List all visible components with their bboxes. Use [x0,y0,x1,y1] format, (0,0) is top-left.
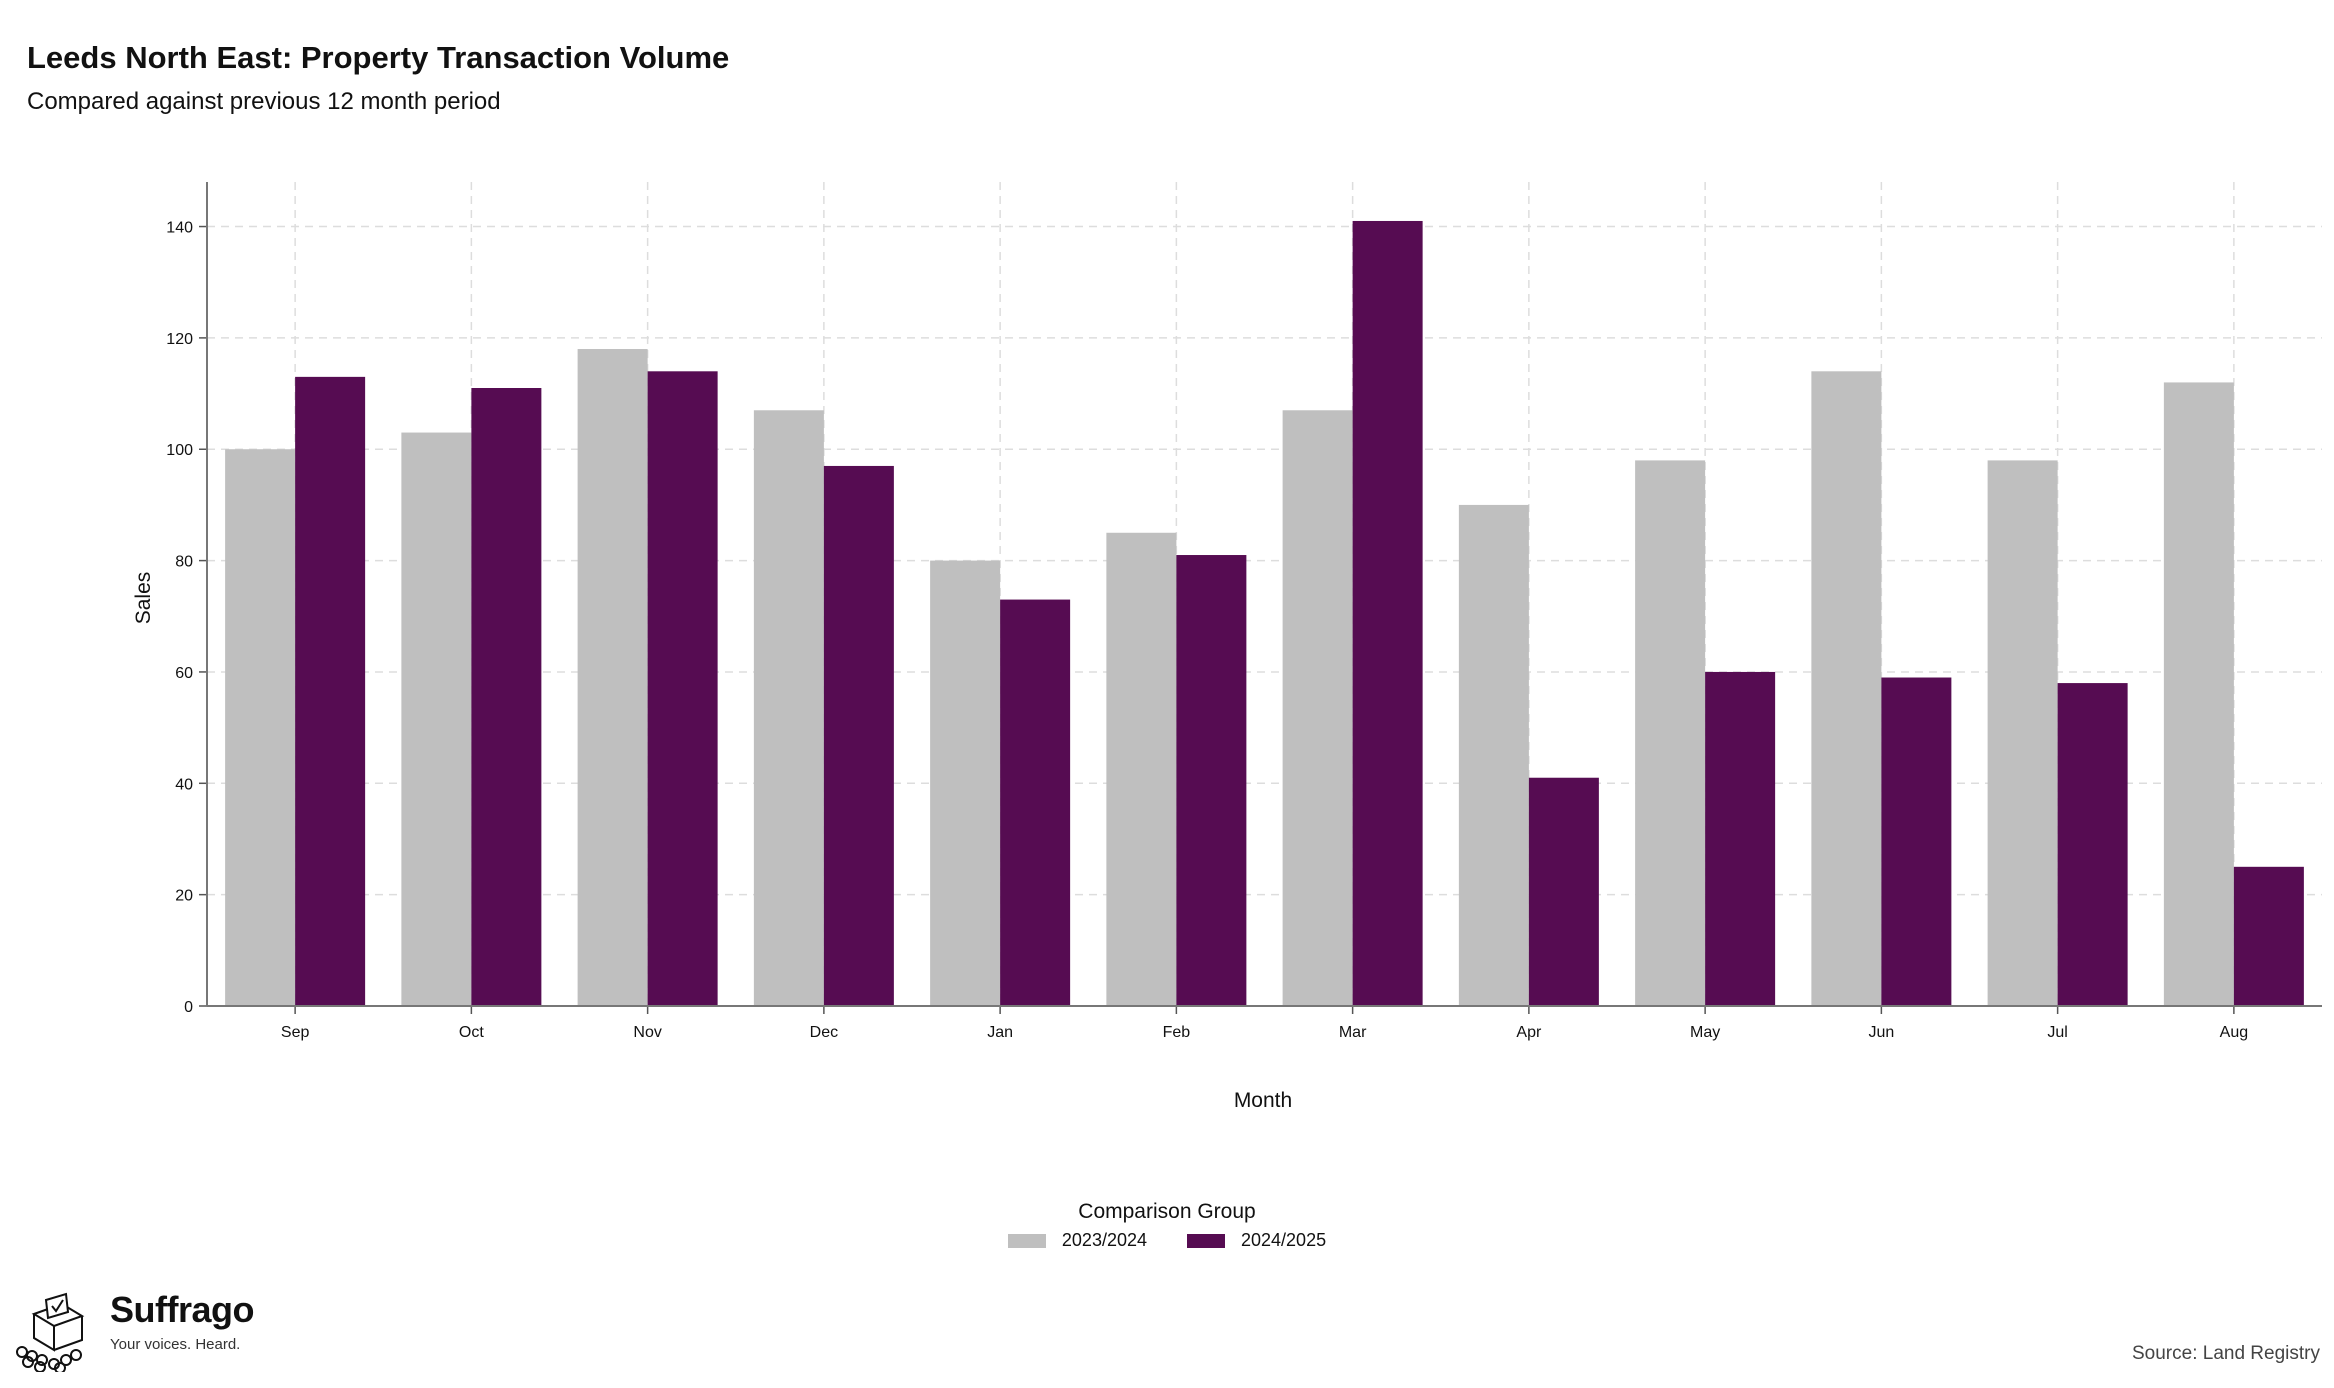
bars [225,220,2304,1007]
x-tick-label: Nov [633,1024,661,1041]
bar-2023-2024-aug [2163,382,2234,1006]
y-tick-label: 120 [166,331,193,348]
bar-2023-2024-mar [1282,410,1353,1006]
legend: Comparison Group 2023/2024 2024/2025 [0,1200,2334,1251]
source-note: Source: Land Registry [2132,1343,2320,1364]
x-tick-label: Apr [1516,1024,1542,1041]
bar-2024-2025-may [1705,671,1776,1006]
legend-swatch-2023-2024 [1007,1233,1046,1248]
y-tick-label: 20 [175,888,193,905]
y-tick-label: 60 [175,665,193,682]
bar-2024-2025-oct [471,388,542,1006]
x-tick-label: Oct [459,1024,484,1041]
y-tick-label: 40 [175,776,193,793]
x-tick-label: Mar [1339,1024,1367,1041]
legend-label-2024-2025: 2024/2025 [1241,1230,1327,1250]
bar-2023-2024-feb [1106,532,1177,1006]
bar-2023-2024-jan [930,560,1001,1006]
x-tick-label: Dec [810,1024,838,1041]
chart-subtitle: Compared against previous 12 month perio… [27,88,501,115]
x-tick-label: Aug [2220,1024,2248,1041]
bar-2023-2024-oct [401,432,472,1006]
legend-swatch-2024-2025 [1187,1233,1225,1248]
bar-2023-2024-nov [577,349,648,1006]
bar-2023-2024-sep [225,449,296,1006]
x-tick-label: Sep [281,1024,310,1041]
bar-2023-2024-apr [1458,504,1529,1006]
x-tick-label: Jul [2047,1024,2067,1041]
x-tick-label: Jan [987,1024,1013,1041]
suffrago-logo: Suffrago Your voices. Heard. [14,1289,255,1372]
y-tick-label: 100 [166,442,193,459]
legend-item-2024-2025: 2024/2025 [1187,1230,1326,1251]
x-tick-label: Jun [1868,1024,1894,1041]
chart-title: Leeds North East: Property Transaction V… [27,40,730,75]
legend-item-2023-2024: 2023/2024 [1007,1230,1147,1251]
y-tick-label: 0 [184,999,193,1016]
axes: 0 20 40 60 80 100 120 140 Sep Oct Nov Dec Jan Feb Mar A… [166,182,2322,1041]
x-axis-title: Month [1234,1089,1292,1112]
legend-label-2023-2024: 2023/2024 [1061,1230,1147,1250]
ballot-box-icon [16,1292,85,1372]
bar-2023-2024-jun [1811,371,1882,1006]
bar-2024-2025-apr [1528,777,1599,1006]
y-tick-label: 80 [175,554,193,571]
legend-title: Comparison Group [1078,1200,1256,1223]
bar-2023-2024-jul [1987,460,2058,1006]
y-tick-label: 140 [166,220,193,237]
bar-2024-2025-sep [295,376,366,1006]
bar-2024-2025-jan [1000,599,1071,1006]
bar-2024-2025-aug [2233,866,2304,1006]
bar-2024-2025-jun [1881,677,1952,1006]
brand-name: Suffrago [110,1289,255,1330]
brand-tagline: Your voices. Heard. [110,1336,241,1353]
x-tick-label: Feb [1163,1024,1191,1041]
bar-2023-2024-may [1635,460,1706,1006]
bar-2024-2025-feb [1176,555,1247,1006]
bar-chart: 0 20 40 60 80 100 120 140 Sep Oct Nov Dec Jan Feb Mar A… [132,182,2322,1112]
bar-2024-2025-nov [647,371,718,1006]
bar-2024-2025-jul [2057,683,2128,1006]
x-tick-label: May [1690,1024,1720,1041]
bar-2024-2025-mar [1352,220,1423,1007]
bar-2023-2024-dec [753,410,824,1006]
y-axis-title: Sales [132,572,155,625]
bar-2024-2025-dec [823,465,894,1007]
